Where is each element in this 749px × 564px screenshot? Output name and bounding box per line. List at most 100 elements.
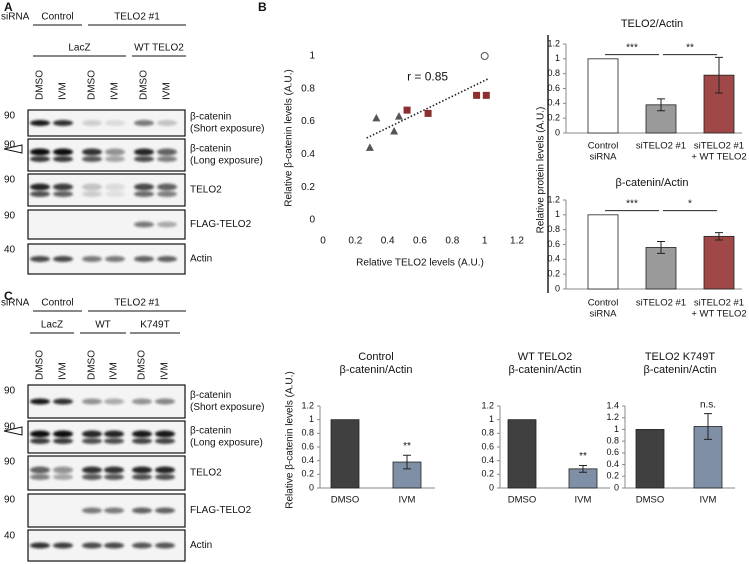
chart-title: β-catenin/Actin xyxy=(616,177,689,189)
band xyxy=(105,156,125,162)
y-tick-label: 0.2 xyxy=(547,269,560,279)
subgroup-label: LacZ xyxy=(68,43,90,54)
x-tick-label: siRNA xyxy=(590,309,618,320)
band xyxy=(53,398,73,405)
band xyxy=(53,191,73,197)
band xyxy=(134,191,154,197)
band xyxy=(53,120,73,126)
y-tick-label: 0.8 xyxy=(481,428,494,438)
size-marker: 40 xyxy=(4,531,16,542)
error-bar xyxy=(715,232,723,241)
band xyxy=(155,398,175,405)
band xyxy=(134,221,154,228)
bar xyxy=(645,247,677,290)
band xyxy=(105,191,125,197)
size-marker: 90 xyxy=(4,386,16,397)
significance-label: *** xyxy=(626,42,638,53)
band xyxy=(105,256,125,262)
band xyxy=(134,156,154,162)
y-tick-label: 1 xyxy=(555,53,560,63)
band xyxy=(82,183,102,191)
band xyxy=(82,438,102,444)
band xyxy=(134,183,154,191)
panel-label: C xyxy=(4,289,13,303)
band xyxy=(53,474,73,480)
band xyxy=(53,183,73,191)
exposure-wedge xyxy=(3,144,23,154)
bar xyxy=(587,58,619,134)
band xyxy=(104,398,124,405)
lane-label: IVM xyxy=(58,362,69,380)
data-point xyxy=(480,52,489,60)
y-tick-label: 0.2 xyxy=(301,182,315,193)
x-tick-label: DMSO xyxy=(331,495,360,506)
panel-label: A xyxy=(4,0,13,14)
band xyxy=(53,430,73,438)
lane-label: DMSO xyxy=(35,70,46,100)
band xyxy=(105,183,125,191)
sirna-label: siRNA xyxy=(1,298,30,309)
y-tick-label: 0.2 xyxy=(481,469,494,479)
row-label: β-catenin xyxy=(190,144,231,155)
x-tick-label: 0 xyxy=(320,236,326,247)
band xyxy=(82,430,102,438)
band xyxy=(155,542,175,549)
band xyxy=(132,507,152,514)
y-tick-label: 1.2 xyxy=(547,38,560,48)
significance-label: n.s. xyxy=(700,399,716,410)
size-marker: 90 xyxy=(4,495,16,506)
y-tick-label: 0.8 xyxy=(301,83,315,94)
x-tick-label: IVM xyxy=(399,495,416,506)
error-bar xyxy=(579,464,587,473)
chart-title: TELO2 K749T xyxy=(645,351,716,363)
y-axis-label: Relative β-catenin levels (A.U.) xyxy=(284,69,295,206)
row-label: Actin xyxy=(190,540,212,551)
band xyxy=(82,398,102,405)
band xyxy=(132,398,152,405)
x-tick-label: + WT TELO2 xyxy=(691,152,746,163)
band xyxy=(30,430,50,438)
y-tick-label: 0.4 xyxy=(547,254,560,264)
band xyxy=(53,148,73,156)
lane-label: IVM xyxy=(162,82,173,100)
significance-label: ** xyxy=(686,42,694,53)
blot xyxy=(27,173,186,207)
y-axis-label: Relative β-catenin levels (A.U.) xyxy=(285,371,296,508)
y-tick-label: 1.2 xyxy=(547,194,560,204)
band xyxy=(157,183,177,191)
significance-label: ** xyxy=(403,441,411,452)
x-tick-label: Control xyxy=(588,141,619,152)
band xyxy=(30,120,50,126)
band xyxy=(82,120,102,126)
band xyxy=(132,430,152,438)
band xyxy=(104,542,124,549)
x-axis-label: Relative TELO2 levels (A.U.) xyxy=(356,258,484,269)
y-tick-label: 0.6 xyxy=(547,83,560,93)
band xyxy=(30,183,50,191)
band xyxy=(82,148,102,156)
data-point xyxy=(390,126,399,135)
row-label: (Long exposure) xyxy=(190,438,263,449)
x-tick-label: + WT TELO2 xyxy=(691,309,746,320)
band xyxy=(104,438,124,444)
bar xyxy=(330,419,360,489)
y-tick-label: 0.4 xyxy=(547,98,560,108)
group-label: Control xyxy=(41,298,73,309)
lane-label: DMSO xyxy=(35,350,46,380)
error-bar xyxy=(715,56,723,94)
x-tick-label: DMSO xyxy=(508,495,537,506)
band xyxy=(30,256,50,262)
error-bar xyxy=(657,98,665,112)
data-point xyxy=(403,106,411,114)
y-tick-label: 0.8 xyxy=(606,436,619,446)
blot xyxy=(27,138,186,172)
x-tick-label: IVM xyxy=(700,495,717,506)
band xyxy=(82,156,102,162)
lane-label: DMSO xyxy=(87,350,98,380)
y-tick-label: 1.2 xyxy=(301,400,314,410)
band xyxy=(30,191,50,197)
x-tick-label: 0.2 xyxy=(348,236,362,247)
y-tick-label: 0.2 xyxy=(301,469,314,479)
band xyxy=(105,148,125,156)
